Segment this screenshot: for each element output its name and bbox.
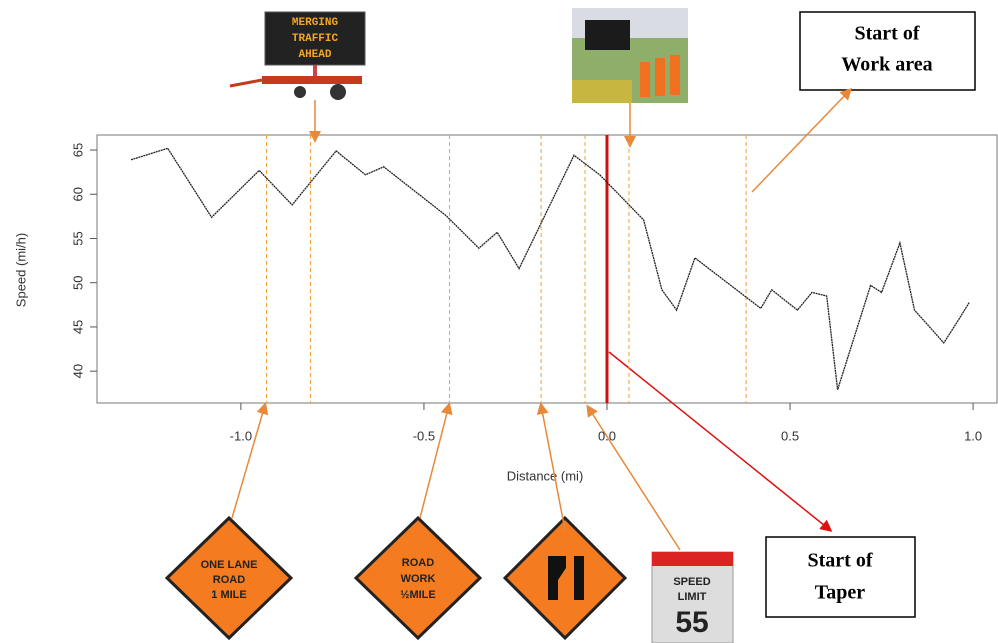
x-tick-label: 0.0: [598, 428, 616, 443]
sign-text: WORK: [401, 573, 436, 585]
arrow: [586, 404, 681, 551]
arrow: [419, 402, 453, 519]
sign-text: ROAD: [402, 557, 434, 569]
sign-text: ½MILE: [400, 589, 435, 601]
y-tick-label: 45: [70, 320, 85, 334]
sign-text: LIMIT: [678, 591, 707, 603]
vms-text: AHEAD: [298, 49, 331, 61]
y-tick-label: 50: [70, 275, 85, 289]
speed-line: [130, 147, 970, 390]
annotation-text: Start of: [855, 23, 920, 45]
y-tick-label: 65: [70, 143, 85, 157]
arrow: [231, 402, 269, 519]
arrow: [608, 351, 833, 532]
vms-text: TRAFFIC: [292, 33, 339, 45]
y-tick-label: 60: [70, 187, 85, 201]
x-tick-label: -1.0: [230, 428, 252, 443]
sign-text: ONE LANE: [201, 559, 258, 571]
sign-text: ROAD: [213, 574, 245, 586]
vms-image: MERGING TRAFFIC AHEAD: [229, 11, 366, 100]
annotation-text: Start of: [808, 550, 873, 572]
work-zone-photo: [572, 8, 688, 103]
x-axis-label: Distance (mi): [507, 468, 584, 483]
sign-speed-limit: SPEED LIMIT 55: [651, 551, 734, 643]
arrow: [751, 87, 853, 193]
sign-text: 1 MILE: [211, 589, 246, 601]
x-tick-label: -0.5: [413, 428, 435, 443]
annotation-box: [765, 536, 916, 618]
plot-frame: [96, 134, 998, 404]
annotation-text: Taper: [815, 582, 866, 604]
y-tick-label: 55: [70, 231, 85, 245]
x-tick-label: 1.0: [964, 428, 982, 443]
sign-text: 55: [675, 606, 708, 639]
x-tick-label: 0.5: [781, 428, 799, 443]
sign-text: SPEED: [673, 576, 710, 588]
y-axis-label: Speed (mi/h): [13, 233, 28, 307]
annotation-box: [799, 11, 976, 91]
arrow: [536, 402, 566, 531]
annotation-text: Work area: [841, 54, 932, 76]
sign-road-work: ROAD WORK ½MILE: [353, 515, 483, 641]
vms-text: MERGING: [292, 17, 339, 29]
y-tick-label: 40: [70, 364, 85, 378]
sign-lane-ends: [502, 515, 628, 641]
sign-one-lane: ONE LANE ROAD 1 MILE: [164, 515, 294, 641]
